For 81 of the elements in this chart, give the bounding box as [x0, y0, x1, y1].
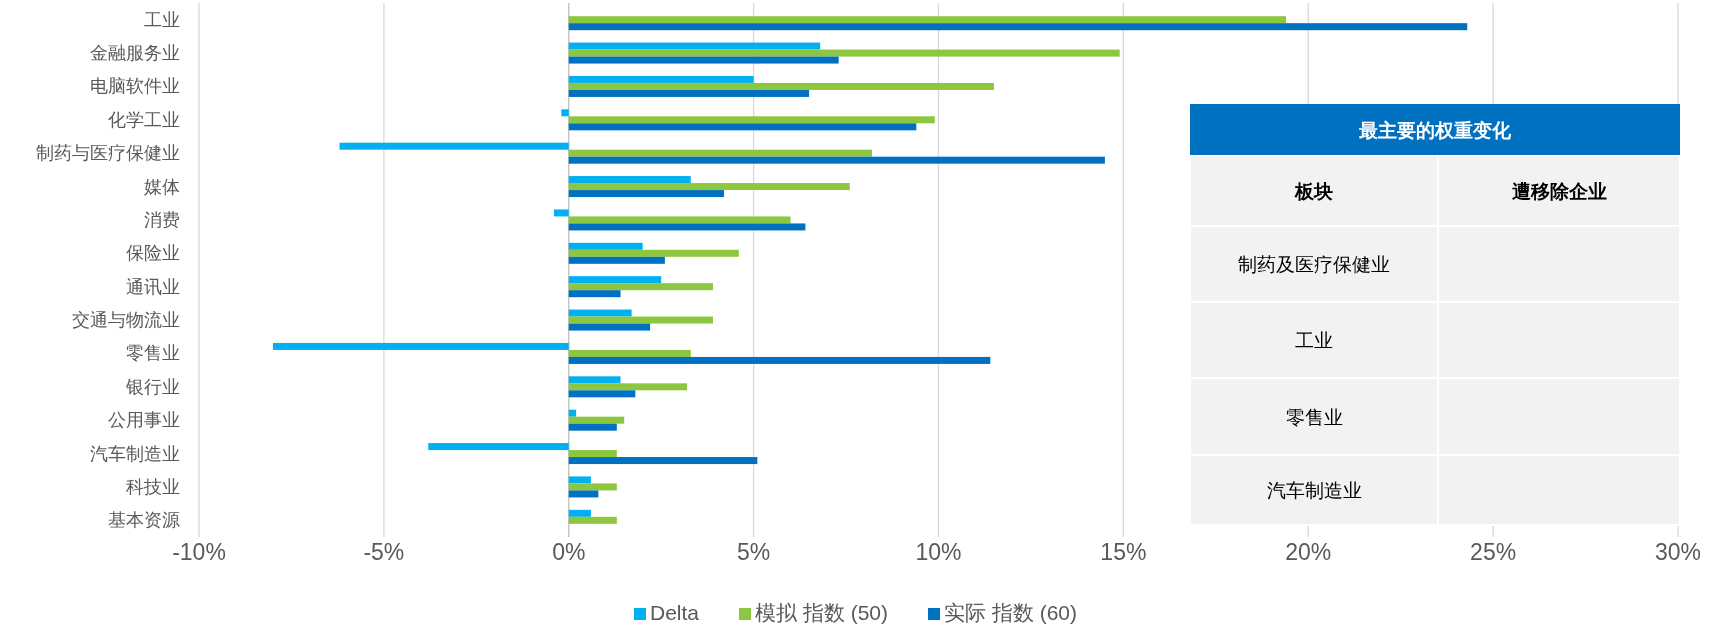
bar: [568, 476, 591, 484]
x-tick-label: 30%: [1654, 539, 1702, 565]
y-tick-label: 化学工业: [108, 109, 180, 130]
bar: [568, 509, 591, 517]
bar: [568, 290, 621, 298]
bar: [568, 423, 617, 431]
x-tick-label: 15%: [1100, 539, 1147, 565]
y-tick-label: 消费: [144, 209, 180, 230]
bar: [553, 209, 569, 217]
bar: [568, 49, 1120, 57]
bar: [568, 23, 1468, 31]
y-tick-label: 媒体: [144, 176, 180, 197]
bar: [568, 42, 821, 50]
bar: [568, 116, 935, 124]
bar: [568, 283, 713, 291]
bar: [568, 16, 1287, 24]
y-tick-label: 汽车制造业: [90, 443, 180, 464]
y-tick-label: 公用事业: [108, 410, 180, 431]
bar: [568, 376, 621, 384]
y-tick-label: 电脑软件业: [90, 76, 180, 97]
x-tick-label: 20%: [1285, 539, 1332, 565]
text: 最主要的权重变化: [1358, 120, 1512, 141]
bar: [568, 75, 754, 83]
bar: [568, 56, 839, 64]
bar: [568, 89, 810, 97]
y-tick-label: 银行业: [125, 376, 180, 397]
annotation: 板块: [1294, 181, 1333, 202]
x-tick-label: 5%: [737, 539, 771, 565]
bar: [568, 516, 617, 524]
y-tick-label: 金融服务业: [90, 43, 180, 64]
bar: [568, 316, 713, 324]
bar: [568, 82, 994, 90]
y-tick-label: 零售业: [126, 343, 180, 364]
bar: [568, 490, 599, 498]
bar: [568, 323, 651, 331]
bar: [568, 242, 643, 250]
bar: [568, 249, 739, 257]
annotation: 零售业: [1285, 406, 1343, 428]
bar: [568, 450, 617, 458]
y-tick-label: 制药与医疗保健业: [36, 143, 180, 164]
bar: [568, 190, 725, 198]
bar: [568, 483, 617, 491]
bar: [568, 383, 688, 391]
bar: [568, 390, 636, 398]
y-tick-label: 交通与物流业: [72, 310, 180, 331]
y-tick-label: 保险业: [126, 243, 180, 264]
bar: [568, 156, 1105, 164]
x-tick-label: 0%: [552, 539, 586, 565]
legend-label: 实际 指数 (60): [944, 601, 1078, 624]
bar: [561, 109, 569, 117]
bar: [568, 223, 806, 231]
bar: [568, 276, 662, 284]
bar: [568, 176, 691, 184]
bar: [568, 356, 991, 364]
bar: [568, 457, 758, 465]
x-tick-label: -10%: [172, 539, 226, 565]
bar: [568, 123, 917, 131]
x-tick-label: 25%: [1470, 539, 1517, 565]
y-tick-label: 通讯业: [126, 276, 180, 297]
y-tick-label: 基本资源: [108, 510, 180, 531]
bar: [568, 409, 577, 417]
annotation: 制药及医疗保健业: [1238, 254, 1390, 275]
bar: [339, 142, 569, 150]
legend-label: Delta: [649, 601, 700, 624]
bar: [568, 256, 665, 264]
bar: [568, 149, 872, 157]
annotation: 遭移除企业: [1511, 181, 1607, 202]
annotation: 工业: [1295, 330, 1333, 351]
bar: [568, 216, 791, 224]
bar: [272, 342, 569, 350]
x-tick-label: 10%: [915, 539, 962, 565]
y-tick-label: 工业: [144, 9, 180, 30]
x-tick-label: -5%: [363, 539, 405, 565]
legend-label: 模拟 指数 (50): [755, 601, 889, 624]
y-tick-label: 科技业: [126, 476, 180, 497]
bar: [568, 349, 691, 357]
annotation: 汽车制造业: [1266, 480, 1362, 501]
bar: [568, 183, 850, 191]
bar: [428, 443, 569, 451]
bar: [568, 309, 632, 317]
bar: [568, 416, 625, 424]
